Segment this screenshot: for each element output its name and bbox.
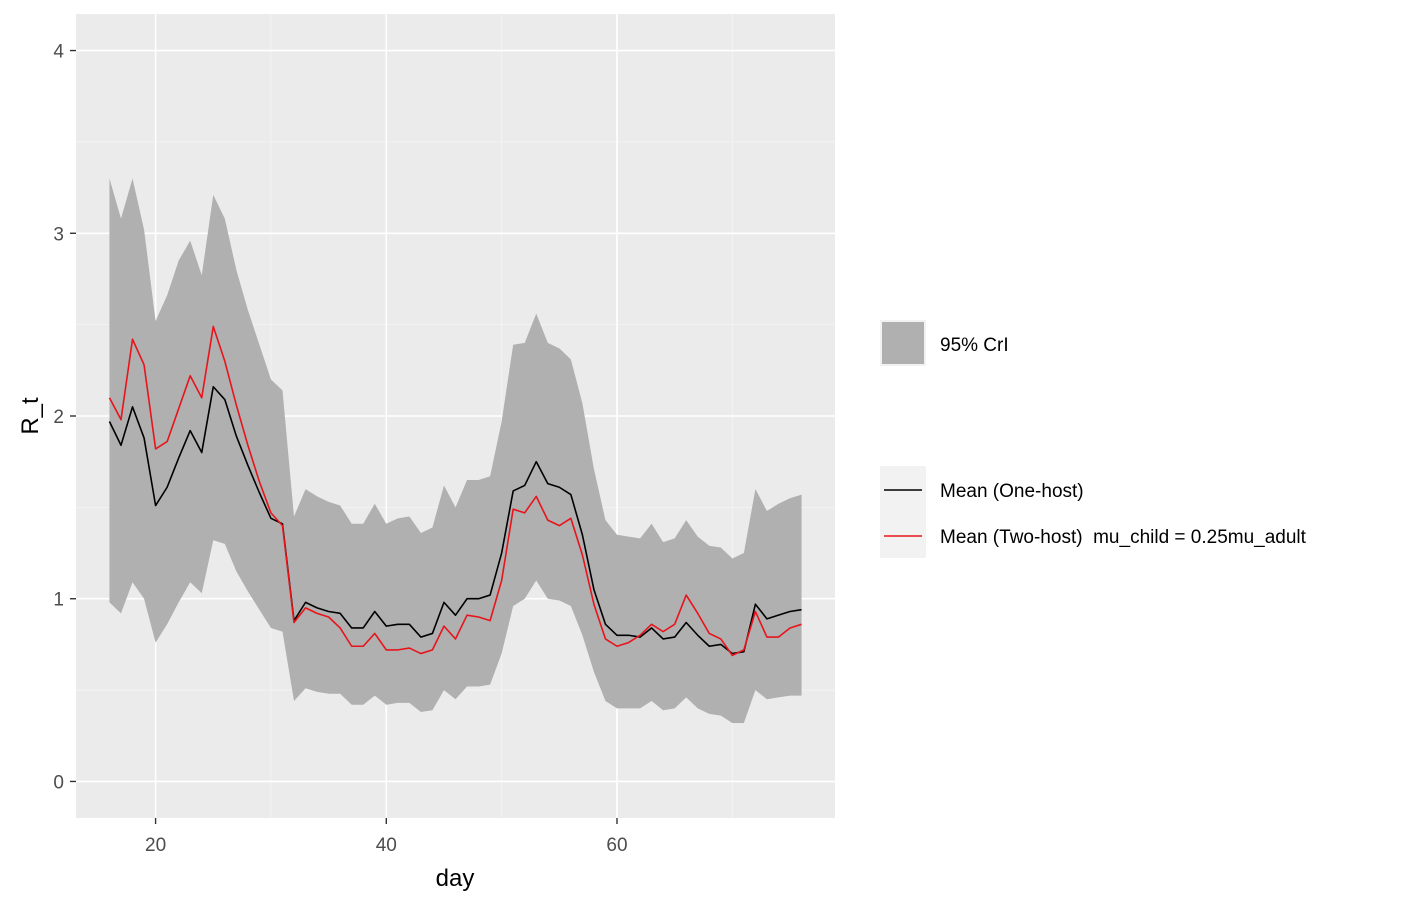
legend-ribbon: 95% CrI xyxy=(880,320,1009,366)
y-axis: 0 1 2 3 4 xyxy=(53,42,76,793)
series-line-0 xyxy=(108,385,802,655)
y-axis-title: R_t xyxy=(17,397,44,435)
x-tick-label: 20 xyxy=(145,835,166,856)
series-line-1 xyxy=(108,325,802,657)
legend-ribbon-swatch xyxy=(882,322,924,364)
y-tick-label: 3 xyxy=(53,224,64,245)
legend-line-key-bg xyxy=(880,466,926,558)
x-axis-title: day xyxy=(436,865,475,892)
x-tick-label: 60 xyxy=(606,835,627,856)
legend-one-host-label: Mean (One-host) xyxy=(940,481,1084,502)
x-tick-label: 40 xyxy=(376,835,397,856)
legend-two-host-label: Mean (Two-host) mu_child = 0.25mu_adult xyxy=(940,527,1307,548)
y-tick-label: 0 xyxy=(53,772,64,793)
y-tick-label: 1 xyxy=(53,590,64,611)
legend-ribbon-label: 95% CrI xyxy=(940,335,1009,356)
legend-lines: Mean (One-host) Mean (Two-host) mu_child… xyxy=(880,466,1307,558)
x-axis: 20 40 60 xyxy=(145,818,628,856)
series-lines xyxy=(108,325,802,657)
y-tick-label: 2 xyxy=(53,407,64,428)
major-gridlines xyxy=(76,14,835,818)
credible-interval-ribbon xyxy=(109,178,802,723)
y-tick-label: 4 xyxy=(53,42,64,63)
